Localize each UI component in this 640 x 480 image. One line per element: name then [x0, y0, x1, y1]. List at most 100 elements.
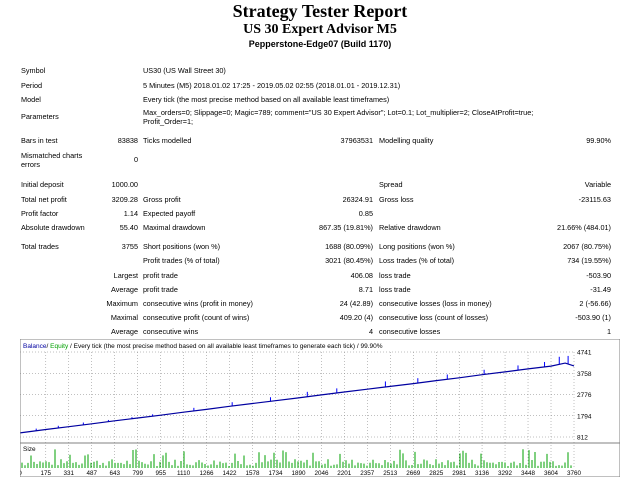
- x-tick-label: 643: [109, 470, 120, 477]
- equity-spikes: [35, 355, 569, 431]
- maximum-label: Maximum: [106, 299, 138, 308]
- x-tick-label: 175: [41, 470, 52, 477]
- x-tick-label: 331: [64, 470, 75, 477]
- ltrades-value: 734 (19.55%): [567, 256, 611, 265]
- x-tick-label: 487: [86, 470, 97, 477]
- mismatch-value: 0: [133, 155, 138, 164]
- maxl-profit-value: 409.20 (4): [339, 313, 373, 322]
- quality-value: 99.90%: [586, 136, 611, 145]
- net-label: Total net profit: [21, 195, 67, 204]
- x-tick-label: 3604: [544, 470, 559, 477]
- ptrades-label: Profit trades (% of total): [143, 256, 220, 265]
- x-tick-label: 0: [20, 470, 22, 477]
- maximal-label: Maximal: [110, 313, 138, 322]
- y-tick-label: 3758: [577, 371, 592, 378]
- spread-value: Variable: [584, 180, 611, 189]
- avg-losses-value: 1: [606, 327, 611, 336]
- trades-value: 3755: [121, 242, 138, 251]
- y-tick-label: 812: [577, 435, 588, 442]
- largest-loss-label: loss trade: [379, 271, 411, 280]
- largest-loss-value: -503.90: [586, 271, 611, 280]
- largest-profit-value: 406.08: [350, 271, 373, 280]
- period-value: 5 Minutes (M5) 2018.01.02 17:25 - 2019.0…: [143, 81, 401, 90]
- max-losses-label: consecutive losses (loss in money): [379, 299, 492, 308]
- payoff-label: Expected payoff: [143, 209, 196, 218]
- model-value: Every tick (the most precise method base…: [143, 95, 390, 104]
- avg-wins-value: 4: [368, 327, 373, 336]
- parameters-line2: Profit_Order=1;: [143, 117, 194, 126]
- report-subtitle: US 30 Expert Advisor M5: [243, 22, 397, 37]
- max-losses-value: 2 (-56.66): [579, 299, 611, 308]
- pf-label: Profit factor: [21, 209, 59, 218]
- y-tick-label: 2776: [577, 392, 592, 399]
- symbol-value: US30 (US Wall Street 30): [143, 66, 226, 75]
- avg-losses-label: consecutive losses: [379, 327, 441, 336]
- ticks-label: Ticks modelled: [143, 136, 192, 145]
- parameters-line1: Max_orders=0; Slippage=0; Magic=789; com…: [143, 108, 534, 117]
- avg-profit-value: 8.71: [358, 285, 373, 294]
- avg-wins-label: consecutive wins: [143, 327, 199, 336]
- average2-label: Average: [110, 327, 138, 336]
- x-tick-label: 2201: [337, 470, 352, 477]
- size-bars: [21, 449, 572, 468]
- max-wins-value: 24 (42.89): [339, 299, 373, 308]
- max-dd-label: Maximal drawdown: [143, 223, 206, 232]
- model-label: Model: [21, 95, 41, 104]
- ltrades-label: Loss trades (% of total): [379, 256, 455, 265]
- x-tick-label: 1422: [223, 470, 238, 477]
- quality-label: Modelling quality: [379, 136, 434, 145]
- x-tick-label: 3760: [567, 470, 582, 477]
- x-tick-label: 2357: [360, 470, 375, 477]
- rel-dd-value: 21.66% (484.01): [557, 223, 611, 232]
- period-label: Period: [21, 81, 43, 90]
- report-title: Strategy Tester Report: [232, 1, 408, 21]
- x-ticks: 0 175 331 487 643 799 955 1110 1266 1422 1578 1734 1…: [20, 470, 581, 477]
- abs-dd-label: Absolute drawdown: [21, 223, 85, 232]
- avg-profit-label: profit trade: [143, 285, 178, 294]
- bars-value: 83838: [117, 136, 138, 145]
- legend-balance: Balance: [23, 343, 47, 350]
- x-tick-label: 2981: [452, 470, 467, 477]
- legend-equity: Equity: [50, 343, 69, 350]
- max-dd-value: 867.35 (19.81%): [319, 223, 373, 232]
- ticks-value: 37963531: [340, 136, 373, 145]
- mismatch-label-2: errors: [21, 160, 41, 169]
- x-tick-label: 2513: [383, 470, 398, 477]
- legend-separator: /: [47, 343, 51, 350]
- balance-line: [20, 362, 575, 434]
- gross-profit-label: Gross profit: [143, 195, 181, 204]
- gross-profit-value: 26324.91: [342, 195, 373, 204]
- ptrades-value: 3021 (80.45%): [325, 256, 373, 265]
- avg-loss-value: -31.49: [590, 285, 611, 294]
- gross-loss-value: -23115.63: [578, 195, 611, 204]
- x-tick-label: 2825: [429, 470, 444, 477]
- x-tick-label: 1890: [291, 470, 306, 477]
- x-tick-label: 1578: [245, 470, 260, 477]
- symbol-label: Symbol: [21, 66, 46, 75]
- payoff-value: 0.85: [358, 209, 373, 218]
- chart-grid: [20, 351, 575, 469]
- trades-label: Total trades: [21, 242, 59, 251]
- rel-dd-label: Relative drawdown: [379, 223, 441, 232]
- largest-label: Largest: [113, 271, 138, 280]
- report-server: Pepperstone-Edge07 (Build 1170): [248, 39, 392, 49]
- largest-profit-label: profit trade: [143, 271, 178, 280]
- average-label: Average: [110, 285, 138, 294]
- legend-description: / Every tick (the most precise method ba…: [68, 343, 383, 350]
- abs-dd-value: 55.40: [119, 223, 138, 232]
- long-label: Long positions (won %): [379, 242, 455, 251]
- short-label: Short positions (won %): [143, 242, 221, 251]
- x-tick-label: 1266: [200, 470, 215, 477]
- x-tick-label: 3292: [498, 470, 513, 477]
- x-tick-label: 3136: [475, 470, 490, 477]
- y-tick-label: 4741: [577, 350, 592, 357]
- pf-value: 1.14: [123, 209, 138, 218]
- x-tick-label: 2669: [406, 470, 421, 477]
- long-value: 2067 (80.75%): [563, 242, 611, 251]
- x-tick-label: 2046: [314, 470, 329, 477]
- avg-loss-label: loss trade: [379, 285, 411, 294]
- gross-loss-label: Gross loss: [379, 195, 414, 204]
- y-ticks: 4741 3758 2776 1794 812: [577, 350, 592, 442]
- short-value: 1688 (80.09%): [325, 242, 373, 251]
- deposit-label: Initial deposit: [21, 180, 64, 189]
